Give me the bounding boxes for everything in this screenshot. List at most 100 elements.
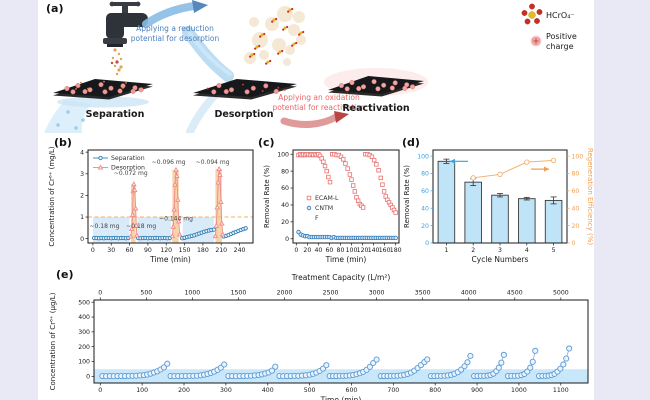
annotation: ~0.096 mg xyxy=(152,159,186,166)
charge-dot xyxy=(117,88,123,94)
x-tick-label: 60 xyxy=(326,247,334,254)
x-tick-label: 100 xyxy=(346,247,358,254)
charge-dot xyxy=(356,86,362,92)
oxidation-caption-line1: Applying an oxidation xyxy=(278,93,360,102)
data-point xyxy=(327,179,333,185)
charge-dot xyxy=(250,85,256,91)
oxidation-caption-line2: potential for reactivation xyxy=(272,103,365,112)
y-tick-label: 0 xyxy=(425,240,429,247)
data-point xyxy=(467,352,474,359)
legend-charge-label-line1: Positive xyxy=(546,32,577,41)
data-point xyxy=(268,367,275,374)
data-point xyxy=(524,159,530,165)
data-point xyxy=(376,168,381,173)
x-tick-label: 0 xyxy=(294,247,298,254)
data-point xyxy=(129,211,136,217)
water-droplet xyxy=(81,118,85,122)
x-tick-label: 120 xyxy=(160,247,172,254)
x-tick-label: 20 xyxy=(303,247,311,254)
x-tick-label: 180 xyxy=(390,247,402,254)
y-tick-label: 200 xyxy=(78,344,90,351)
ion-dot xyxy=(206,87,209,90)
bar xyxy=(491,194,509,244)
top-x-tick-label: 1500 xyxy=(231,290,247,297)
charge-dot xyxy=(338,83,344,89)
desorbed-cloud xyxy=(277,6,293,22)
stage-label-reactivation: Reactivation xyxy=(342,103,410,114)
y-tick-label: 20 xyxy=(421,223,429,230)
legend: Separation Desorption xyxy=(93,155,145,172)
reduction-arrowhead xyxy=(192,0,208,13)
charge-dot xyxy=(244,89,250,95)
data-point xyxy=(380,182,385,187)
legend-label: Desorption xyxy=(111,165,145,172)
oxidation-arrowhead xyxy=(334,111,349,123)
panel-d-chart: 1 2 3 4 5 0 20 40 60 80 100 0 20 40 60 80 100 Cycle Numbe… xyxy=(403,148,594,264)
hcro4-molecule xyxy=(299,31,303,35)
x-tick-label: 90 xyxy=(144,247,152,254)
data-point xyxy=(321,159,326,165)
reduction-caption-line2: potential for desorption xyxy=(131,34,220,43)
desorbed-cloud xyxy=(285,45,295,55)
reduction-arrow-icon xyxy=(142,2,198,28)
hcro4-molecule xyxy=(295,41,298,45)
data-point xyxy=(132,205,139,211)
data-point xyxy=(532,347,539,354)
legend-label: ECAM-L xyxy=(315,195,339,202)
ion-dot xyxy=(103,80,105,83)
cycle-series xyxy=(167,361,228,380)
data-point xyxy=(393,210,398,215)
data-point xyxy=(349,177,354,182)
y-tick-label: 0 xyxy=(86,374,90,381)
hcro4-molecule xyxy=(272,18,276,22)
data-point xyxy=(424,356,431,363)
right-y-tick-label: 80 xyxy=(572,171,580,178)
annotation: ~0.094 mg xyxy=(196,159,230,166)
y-tick-label: 0 xyxy=(80,236,84,243)
y-axis-label: Concentration of Cr⁶⁺ (μg/L) xyxy=(49,292,57,390)
legend-label: F xyxy=(315,215,319,222)
charge-dot xyxy=(138,87,144,93)
membrane-sheet xyxy=(328,76,424,94)
panel-c-chart: 0 20 40 60 80 100 120 140 160 180020406080100Time… xyxy=(263,149,402,264)
hcro4-molecule xyxy=(277,52,280,55)
charge-dot xyxy=(108,85,114,91)
feed-particle xyxy=(113,64,117,68)
x-tick-label: 900 xyxy=(471,387,483,394)
x-tick-label: 150 xyxy=(179,247,191,254)
left-axis-arrowhead xyxy=(450,158,455,164)
x-tick-label: 1000 xyxy=(511,387,527,394)
charge-dot xyxy=(75,83,81,89)
x-tick-label: 160 xyxy=(379,247,391,254)
cycle-series xyxy=(276,362,330,380)
membrane-separation xyxy=(53,79,153,100)
data-point xyxy=(175,196,181,202)
data-point xyxy=(374,162,379,167)
y-tick-label: 40 xyxy=(281,202,289,209)
y-tick-label: 40 xyxy=(421,205,429,212)
charge-dot xyxy=(402,85,408,91)
left-y-axis-label: Removal Rate (%) xyxy=(403,165,411,228)
data-point xyxy=(217,171,223,177)
data-point xyxy=(174,172,180,178)
data-point xyxy=(243,226,248,231)
ion-dot xyxy=(261,90,264,92)
y-tick-label: 100 xyxy=(78,359,90,366)
desorbed-cloud xyxy=(249,17,259,27)
y-tick-label: 400 xyxy=(78,314,90,321)
stage-label-separation: Separation xyxy=(86,109,145,120)
x-tick-label: 4 xyxy=(525,247,529,254)
hcro4-molecule xyxy=(287,10,290,13)
y-tick-label: 1 xyxy=(80,214,84,221)
data-point xyxy=(128,233,134,239)
y-axis-label: Concentration of Cr⁶⁺ (mg/L) xyxy=(48,146,56,246)
data-point xyxy=(322,163,328,169)
hcro4-molecule xyxy=(291,44,294,47)
legend: ECAM-L CNTM F xyxy=(306,195,339,222)
data-point xyxy=(464,359,471,366)
top-x-tick-label: 0 xyxy=(98,290,102,297)
hcro4-molecule xyxy=(266,60,270,64)
regeneration-line xyxy=(470,157,557,181)
hcro4-molecule xyxy=(275,17,278,21)
hcro4-molecule xyxy=(263,32,266,36)
